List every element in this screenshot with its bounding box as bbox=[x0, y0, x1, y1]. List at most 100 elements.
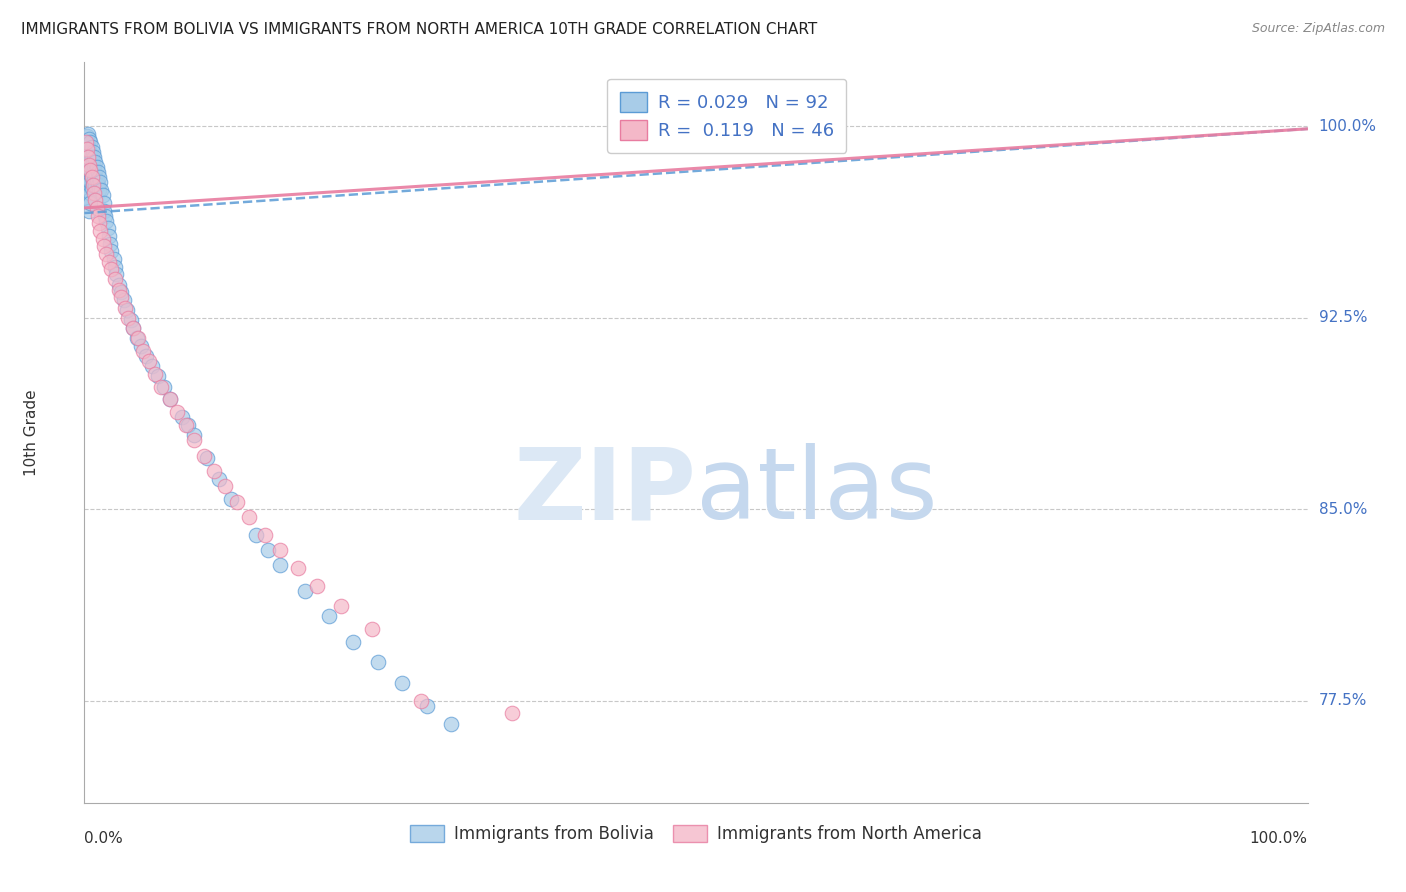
Point bbox=[269, 543, 291, 558]
Point bbox=[104, 272, 127, 286]
Point bbox=[143, 367, 166, 381]
Text: 100.0%: 100.0% bbox=[1319, 119, 1376, 134]
Text: 92.5%: 92.5% bbox=[1319, 310, 1367, 326]
Point bbox=[214, 479, 236, 493]
Point bbox=[75, 137, 97, 152]
Text: 10th Grade: 10th Grade bbox=[24, 389, 39, 476]
Point bbox=[93, 195, 115, 210]
Point bbox=[166, 405, 188, 419]
Point bbox=[107, 283, 129, 297]
Point bbox=[90, 183, 112, 197]
Point bbox=[115, 303, 138, 318]
Point bbox=[80, 150, 103, 164]
Point bbox=[77, 127, 100, 141]
Point bbox=[125, 331, 148, 345]
Point bbox=[77, 150, 100, 164]
Point bbox=[117, 310, 139, 325]
Point bbox=[89, 224, 111, 238]
Text: 100.0%: 100.0% bbox=[1250, 830, 1308, 846]
Text: ZIP: ZIP bbox=[513, 443, 696, 541]
Point bbox=[77, 157, 100, 171]
Point bbox=[97, 221, 120, 235]
Point bbox=[83, 173, 105, 187]
Point bbox=[77, 153, 100, 167]
Point bbox=[391, 675, 413, 690]
Point bbox=[76, 165, 98, 179]
Point bbox=[79, 186, 101, 200]
Text: 85.0%: 85.0% bbox=[1319, 501, 1367, 516]
Point bbox=[79, 145, 101, 159]
Text: Source: ZipAtlas.com: Source: ZipAtlas.com bbox=[1251, 22, 1385, 36]
Point bbox=[135, 349, 157, 363]
Point bbox=[77, 194, 100, 208]
Point bbox=[84, 178, 107, 192]
Text: 0.0%: 0.0% bbox=[84, 830, 124, 846]
Point bbox=[318, 609, 340, 624]
Point bbox=[77, 132, 100, 146]
Point bbox=[120, 313, 142, 327]
Point bbox=[87, 183, 110, 197]
Point bbox=[80, 170, 103, 185]
Point bbox=[132, 343, 155, 358]
Point bbox=[77, 203, 100, 218]
Point bbox=[83, 160, 105, 174]
Point bbox=[77, 173, 100, 187]
Point bbox=[87, 209, 110, 223]
Point bbox=[79, 155, 101, 169]
Point bbox=[110, 285, 132, 300]
Point bbox=[80, 160, 103, 174]
Legend: Immigrants from Bolivia, Immigrants from North America: Immigrants from Bolivia, Immigrants from… bbox=[404, 819, 988, 850]
Point bbox=[97, 229, 120, 244]
Point bbox=[82, 165, 104, 179]
Point bbox=[129, 339, 152, 353]
Point bbox=[100, 244, 122, 259]
Point bbox=[219, 491, 242, 506]
Point bbox=[330, 599, 353, 614]
Point bbox=[159, 392, 181, 407]
Point bbox=[82, 145, 104, 159]
Point bbox=[107, 277, 129, 292]
Point bbox=[105, 268, 128, 282]
Point bbox=[79, 165, 101, 179]
Point bbox=[86, 160, 108, 174]
Point bbox=[93, 239, 115, 253]
Point bbox=[91, 231, 114, 245]
Point bbox=[87, 216, 110, 230]
Text: IMMIGRANTS FROM BOLIVIA VS IMMIGRANTS FROM NORTH AMERICA 10TH GRADE CORRELATION : IMMIGRANTS FROM BOLIVIA VS IMMIGRANTS FR… bbox=[21, 22, 817, 37]
Point bbox=[77, 183, 100, 197]
Point bbox=[502, 706, 524, 721]
Point bbox=[416, 698, 439, 713]
Point bbox=[87, 170, 110, 185]
Point bbox=[238, 509, 260, 524]
Point bbox=[409, 694, 432, 708]
Point bbox=[84, 155, 107, 169]
Point bbox=[79, 195, 101, 210]
Point bbox=[94, 209, 117, 223]
Point bbox=[159, 392, 181, 407]
Point bbox=[141, 359, 163, 374]
Point bbox=[103, 252, 125, 266]
Text: atlas: atlas bbox=[696, 443, 938, 541]
Point bbox=[87, 178, 110, 192]
Point bbox=[77, 137, 100, 152]
Point bbox=[93, 203, 115, 218]
Point bbox=[367, 656, 389, 670]
Point bbox=[202, 464, 225, 478]
Point bbox=[77, 178, 100, 192]
Point bbox=[83, 186, 105, 200]
Point bbox=[100, 262, 122, 277]
Point bbox=[79, 176, 101, 190]
Point bbox=[269, 558, 291, 573]
Point bbox=[77, 157, 100, 171]
Point bbox=[77, 147, 100, 161]
Point bbox=[146, 369, 169, 384]
Point bbox=[193, 449, 215, 463]
Point bbox=[440, 716, 463, 731]
Point bbox=[80, 170, 103, 185]
Point bbox=[294, 583, 316, 598]
Point bbox=[82, 176, 104, 190]
Point bbox=[83, 150, 105, 164]
Point bbox=[79, 135, 101, 149]
Point bbox=[138, 354, 160, 368]
Point bbox=[305, 579, 328, 593]
